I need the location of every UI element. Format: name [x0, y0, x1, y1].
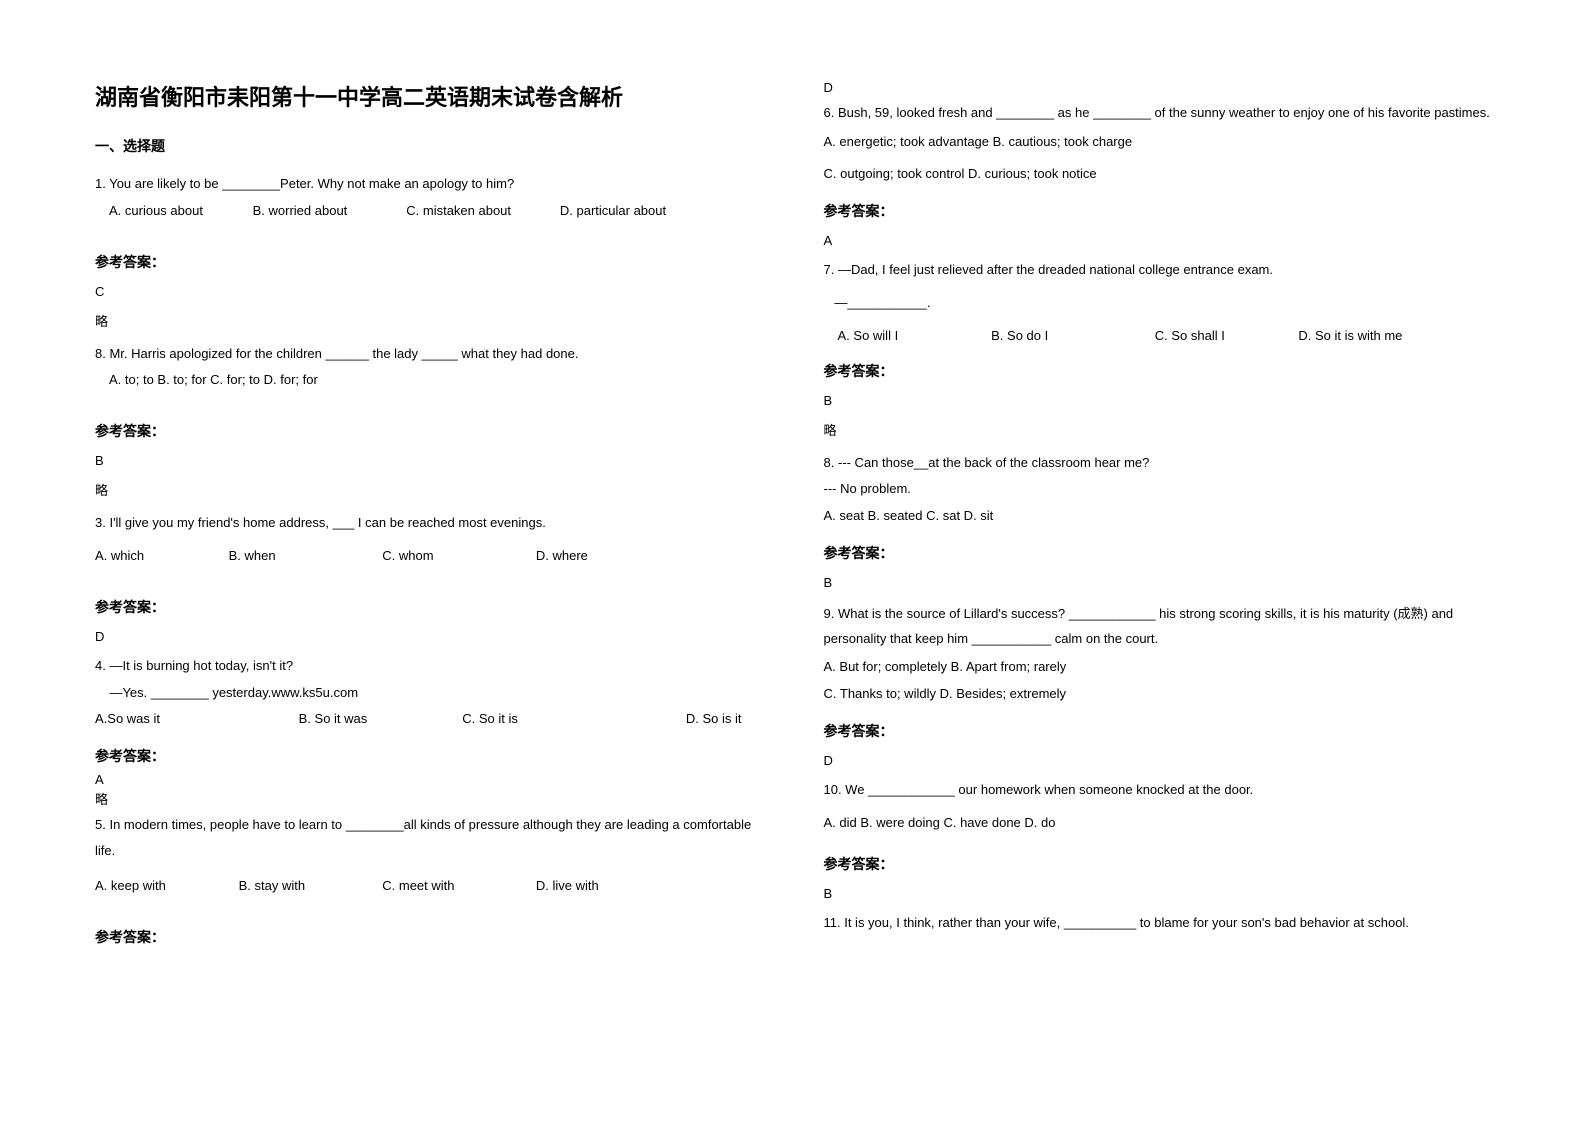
option-a: A. which [95, 546, 225, 567]
option-b: B. So do I [991, 326, 1151, 347]
question-7: 7. —Dad, I feel just relieved after the … [824, 260, 1493, 281]
answer-label: 参考答案： [95, 421, 764, 441]
question-6: 6. Bush, 59, looked fresh and ________ a… [824, 101, 1493, 126]
omit-note: 略 [95, 480, 764, 499]
answer-label: 参考答案： [824, 854, 1493, 874]
answer-3: D [95, 629, 764, 644]
answer-7: B [824, 393, 1493, 408]
option-c: C. mistaken about [406, 201, 556, 222]
answer-label: 参考答案： [95, 597, 764, 617]
question-9: 9. What is the source of Lillard's succe… [824, 602, 1493, 651]
option-c: C. So it is [462, 709, 682, 730]
question-8-options: A. seat B. seated C. sat D. sit [824, 506, 1493, 527]
question-4-line1: 4. —It is burning hot today, isn't it? [95, 656, 764, 677]
option-d: D. live with [536, 876, 599, 897]
question-8-line2: --- No problem. [824, 479, 1493, 500]
option-d: D. particular about [560, 201, 666, 222]
question-10-options: A. did B. were doing C. have done D. do [824, 813, 1493, 834]
answer-label: 参考答案： [824, 543, 1493, 563]
question-10: 10. We ____________ our homework when so… [824, 780, 1493, 801]
question-8-line1: 8. --- Can those__at the back of the cla… [824, 453, 1493, 474]
option-a: A. curious about [109, 201, 249, 222]
question-3-options: A. which B. when C. whom D. where [95, 546, 764, 567]
question-5-options: A. keep with B. stay with C. meet with D… [95, 876, 764, 897]
option-c: C. meet with [382, 876, 532, 897]
answer-8: B [824, 575, 1493, 590]
option-a: A.So was it [95, 709, 295, 730]
question-6-options-a: A. energetic; took advantage B. cautious… [824, 132, 1493, 153]
question-5: 5. In modern times, people have to learn… [95, 812, 764, 864]
answer-label: 参考答案： [824, 721, 1493, 741]
question-1: 1. You are likely to be ________Peter. W… [95, 174, 764, 195]
option-b: B. worried about [253, 201, 403, 222]
question-9-options-b: C. Thanks to; wildly D. Besides; extreme… [824, 684, 1493, 705]
answer-1: C [95, 284, 764, 299]
answer-8pre: B [95, 453, 764, 468]
option-d: D. So it is with me [1298, 326, 1402, 347]
answer-4: A [95, 772, 764, 787]
answer-label: 参考答案： [824, 201, 1493, 221]
option-b: B. stay with [239, 876, 379, 897]
left-column: 湖南省衡阳市耒阳第十一中学高二英语期末试卷含解析 一、选择题 1. You ar… [95, 80, 764, 1042]
question-6-options-b: C. outgoing; took control D. curious; to… [824, 164, 1493, 185]
answer-9: D [824, 753, 1493, 768]
omit-note: 略 [95, 311, 764, 330]
question-7-line2: —___________. [824, 293, 1493, 314]
question-4-options: A.So was it B. So it was C. So it is D. … [95, 709, 764, 730]
question-8pre-options: A. to; to B. to; for C. for; to D. for; … [95, 370, 764, 391]
answer-10: B [824, 886, 1493, 901]
option-a: A. keep with [95, 876, 235, 897]
top-answer-d: D [824, 80, 1493, 95]
option-b: B. when [229, 546, 379, 567]
option-c: C. whom [382, 546, 532, 567]
option-a: A. So will I [838, 326, 988, 347]
omit-note: 略 [95, 789, 764, 808]
answer-label: 参考答案： [95, 746, 764, 766]
omit-note: 略 [824, 420, 1493, 439]
section-heading: 一、选择题 [95, 136, 764, 156]
question-4-line2: —Yes. ________ yesterday.www.ks5u.com [95, 683, 764, 704]
answer-label: 参考答案： [95, 927, 764, 947]
question-1-options: A. curious about B. worried about C. mis… [95, 201, 764, 222]
option-c: C. So shall I [1155, 326, 1295, 347]
page-title: 湖南省衡阳市耒阳第十一中学高二英语期末试卷含解析 [95, 80, 764, 112]
question-7-options: A. So will I B. So do I C. So shall I D.… [824, 326, 1493, 347]
answer-label: 参考答案： [95, 252, 764, 272]
option-d: D. So is it [686, 709, 742, 730]
answer-6: A [824, 233, 1493, 248]
option-d: D. where [536, 546, 588, 567]
question-3: 3. I'll give you my friend's home addres… [95, 513, 764, 534]
question-9-options-a: A. But for; completely B. Apart from; ra… [824, 657, 1493, 678]
right-column: D 6. Bush, 59, looked fresh and ________… [824, 80, 1493, 1042]
option-b: B. So it was [299, 709, 459, 730]
question-11: 11. It is you, I think, rather than your… [824, 913, 1493, 934]
answer-label: 参考答案： [824, 361, 1493, 381]
question-8pre: 8. Mr. Harris apologized for the childre… [95, 344, 764, 365]
